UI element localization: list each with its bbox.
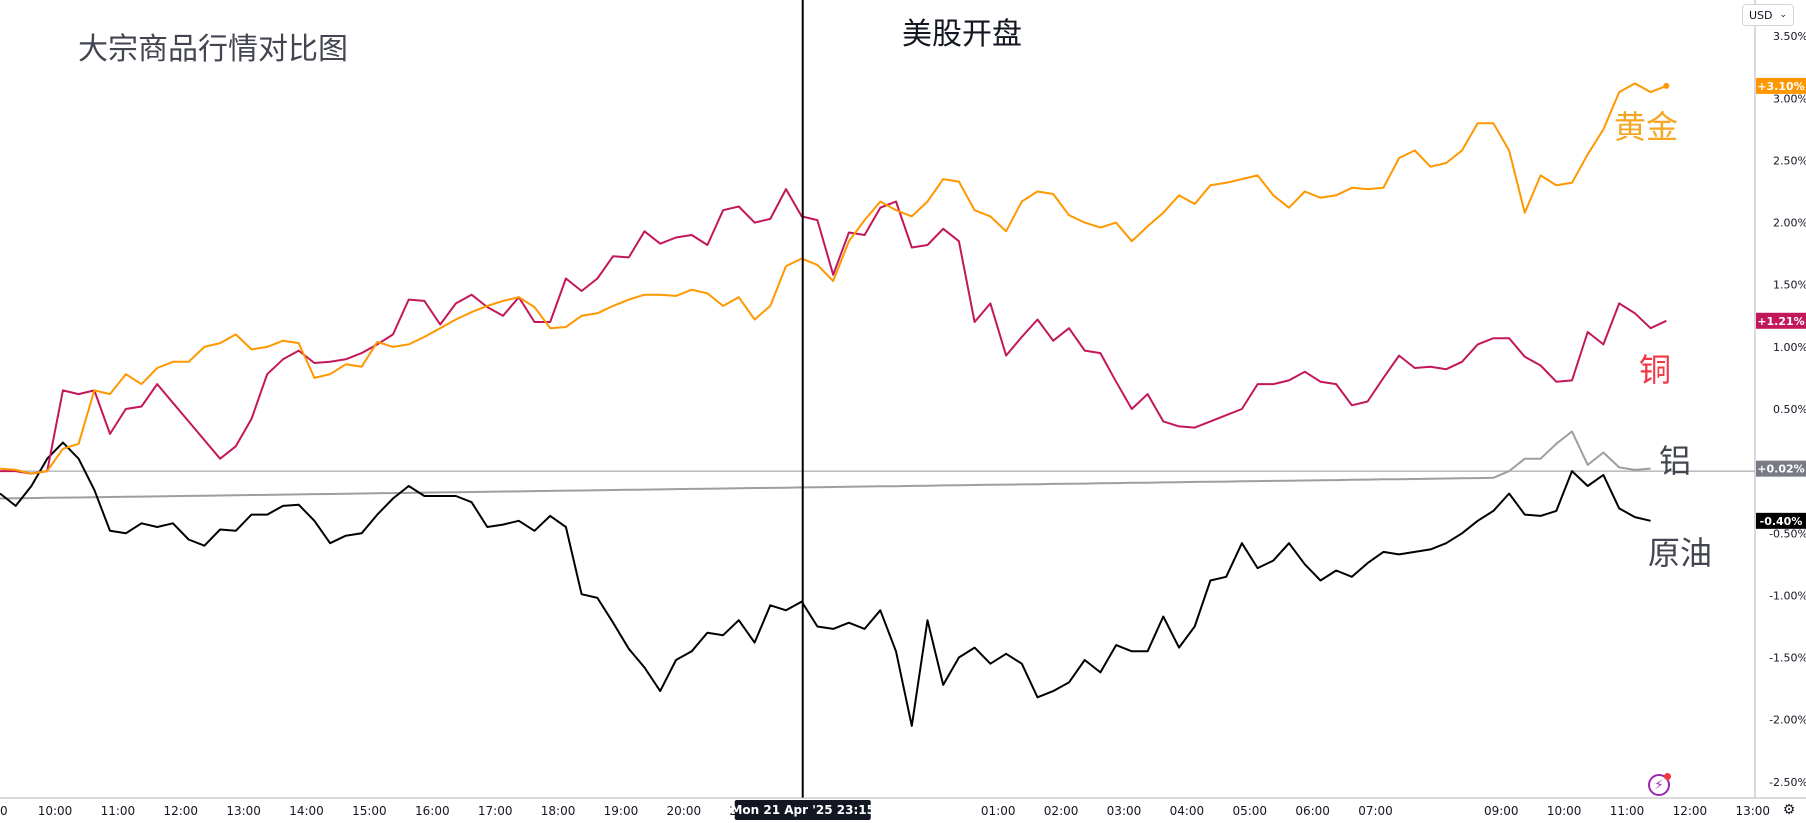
series-label: 黄金 <box>1614 108 1678 146</box>
y-axis[interactable]: 3.50% 3.00% 2.50% 2.00% 1.50% 1.00% 0.50% -0.50… <box>1769 30 1806 789</box>
y-tick-label: 2.00% <box>1773 217 1806 230</box>
x-tick-label: 13:00 <box>1735 804 1770 818</box>
series-label: 铜 <box>1639 351 1671 389</box>
x-tick-label: 16:00 <box>415 804 450 818</box>
x-tick-label: 0 <box>0 804 8 818</box>
chevron-down-icon: ⌄ <box>1779 10 1787 20</box>
x-tick-label: 04:00 <box>1170 804 1205 818</box>
series-end-dot <box>1663 82 1670 89</box>
x-tick-label: 17:00 <box>478 804 513 818</box>
x-tick-label: 07:00 <box>1358 804 1393 818</box>
x-tick-label: 02:00 <box>1044 804 1079 818</box>
x-tick-label: 11:00 <box>1610 804 1645 818</box>
last-value-text: +0.02% <box>1757 463 1804 476</box>
y-tick-label: 1.00% <box>1773 341 1806 354</box>
series-line-3 <box>0 441 1651 727</box>
y-tick-label: 3.50% <box>1773 30 1806 43</box>
us-market-open-annotation: 美股开盘 <box>902 17 1022 52</box>
x-tick-label: 12:00 <box>1673 804 1708 818</box>
x-tick-label: 05:00 <box>1232 804 1267 818</box>
series-line-2 <box>0 430 1651 500</box>
x-tick-label: 01:00 <box>981 804 1016 818</box>
x-axis[interactable]: 0 10:00 11:00 12:00 13:00 14:00 15:00 16:00 17:0… <box>0 804 1770 818</box>
series-line-1 <box>0 188 1667 475</box>
x-tick-label: 18:00 <box>541 804 576 818</box>
y-tick-label: -1.00% <box>1769 589 1806 602</box>
x-tick-label: 11:00 <box>101 804 136 818</box>
last-value-badge <box>1756 77 1806 94</box>
y-tick-label: -2.50% <box>1769 776 1806 789</box>
y-tick-label: 3.00% <box>1773 92 1806 105</box>
currency-label: USD <box>1749 8 1773 22</box>
last-value-badge <box>1756 512 1806 529</box>
x-tick-label: 06:00 <box>1295 804 1330 818</box>
last-value-text: +3.10% <box>1757 80 1804 93</box>
last-value-badges: +3.10% +1.21% +0.02% -0.40% <box>1756 77 1806 529</box>
last-value-text: -0.40% <box>1760 515 1803 528</box>
currency-selector[interactable]: USD ⌄ <box>1742 4 1794 26</box>
last-value-text: +1.21% <box>1757 315 1804 328</box>
x-tick-label: 03:00 <box>1107 804 1142 818</box>
x-tick-label: 10:00 <box>38 804 73 818</box>
y-tick-label: 2.50% <box>1773 154 1806 167</box>
x-tick-label: 19:00 <box>604 804 639 818</box>
series-label: 铝 <box>1659 442 1691 480</box>
last-value-badge <box>1756 460 1806 477</box>
x-tick-label: 12:00 <box>163 804 198 818</box>
notification-dot <box>1664 773 1671 780</box>
x-tick-label: 10:00 <box>1547 804 1582 818</box>
lightning-icon[interactable]: ⚡ <box>1648 773 1671 796</box>
series-label: 原油 <box>1648 534 1712 572</box>
crosshair-time-label: Mon 21 Apr '25 23:15 <box>730 800 875 820</box>
y-tick-label: 0.50% <box>1773 403 1806 416</box>
chart-title: 大宗商品行情对比图 <box>78 32 348 67</box>
x-tick-label: 09:00 <box>1484 804 1519 818</box>
gear-icon[interactable]: ⚙ <box>1782 802 1796 818</box>
y-tick-label: -0.50% <box>1769 527 1806 540</box>
x-tick-label: 20:00 <box>667 804 702 818</box>
series-lines <box>0 82 1670 727</box>
last-value-badge <box>1756 312 1806 329</box>
x-tick-label: 14:00 <box>289 804 324 818</box>
series-line-0 <box>0 82 1667 475</box>
y-tick-label: -2.00% <box>1769 714 1806 727</box>
x-tick-label: 15:00 <box>352 804 387 818</box>
crosshair-time-text: Mon 21 Apr '25 23:15 <box>730 803 875 817</box>
x-tick-label: 13:00 <box>226 804 261 818</box>
y-tick-label: -1.50% <box>1769 652 1806 665</box>
y-tick-label: 1.50% <box>1773 279 1806 292</box>
